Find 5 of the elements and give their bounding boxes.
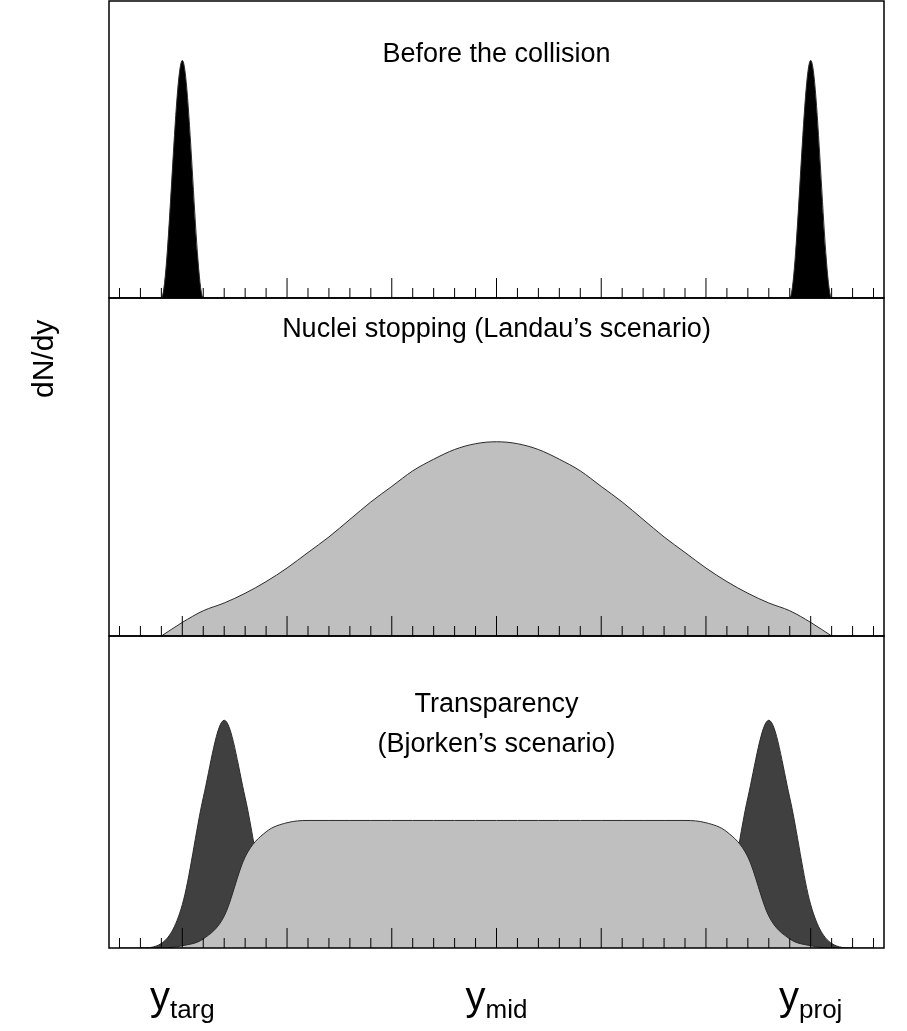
chart-title: Transparency (414, 688, 580, 719)
chart-title: Nuclei stopping (Landau’s scenario) (282, 313, 711, 344)
y-axis-title: dN/dy (26, 319, 60, 399)
chart-title: Before the collision (382, 38, 611, 69)
chart-subtitle: (Bjorken’s scenario) (377, 728, 616, 759)
